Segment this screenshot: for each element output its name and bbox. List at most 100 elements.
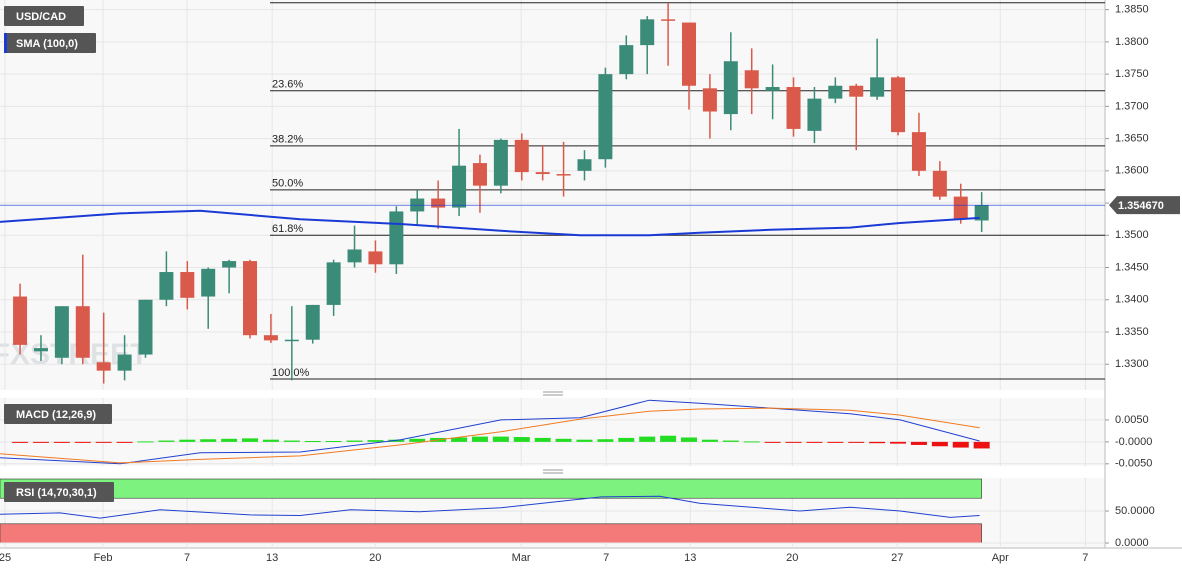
candle-body <box>305 304 320 340</box>
candle-body <box>138 299 153 355</box>
histogram-bar <box>890 441 907 444</box>
candle-body <box>932 170 947 197</box>
histogram-bar <box>806 441 823 443</box>
histogram-bar <box>221 438 238 442</box>
fib-label: 50.0% <box>272 178 303 190</box>
candle-body <box>159 272 174 300</box>
legend-box <box>4 6 84 26</box>
histogram-bar <box>722 440 739 442</box>
candle-body <box>389 211 404 265</box>
y-tick-label: 1.3850 <box>1115 4 1149 16</box>
legend-box <box>4 404 112 424</box>
x-tick-label: 7 <box>603 552 609 564</box>
y-tick-label: 1.3800 <box>1115 36 1149 48</box>
candle-body <box>431 198 446 208</box>
histogram-bar <box>639 436 656 442</box>
candle-body <box>75 306 90 358</box>
candle-body <box>953 196 968 220</box>
y-tick-label: 1.3350 <box>1115 326 1149 338</box>
histogram-bar <box>242 438 259 442</box>
histogram-bar <box>200 439 217 442</box>
candle-body <box>326 262 341 305</box>
y-tick-label: 1.3750 <box>1115 68 1149 80</box>
sma-line <box>0 209 980 237</box>
candle-body <box>243 261 258 336</box>
rsi-line <box>0 495 980 519</box>
candle-body <box>96 362 111 371</box>
histogram-bar <box>95 441 112 443</box>
candle-body <box>786 87 801 129</box>
legend-label: MACD (12,26,9) <box>16 409 96 421</box>
y-tick-label: 1.3400 <box>1115 294 1149 306</box>
histogram-bar <box>743 441 760 443</box>
macd-panel <box>0 398 1105 466</box>
x-tick-label: 20 <box>369 552 381 564</box>
candle-body <box>682 22 697 86</box>
histogram-bar <box>910 441 927 445</box>
candle-body <box>911 132 926 171</box>
fib-label: 61.8% <box>272 223 303 235</box>
candle-body <box>556 174 571 176</box>
panel-handle <box>543 391 563 474</box>
histogram-bar <box>283 440 300 442</box>
candle-body <box>13 296 28 345</box>
candle-body <box>117 354 132 371</box>
histogram-bar <box>179 439 196 442</box>
y-tick-label: 1.3500 <box>1115 229 1149 241</box>
candle-body <box>619 45 634 75</box>
histogram-bar <box>158 440 175 442</box>
fib-label: 23.6% <box>272 79 303 91</box>
candle-body <box>493 139 508 186</box>
candle-body <box>263 335 278 341</box>
candle-body <box>702 88 717 112</box>
histogram-bar <box>869 441 886 444</box>
candle-body <box>577 159 592 171</box>
histogram-bar <box>471 436 488 442</box>
y-tick-label: 1.3700 <box>1115 100 1149 112</box>
x-tick-label: 27 <box>891 552 903 564</box>
x-tick-label: Feb <box>94 552 113 564</box>
candle-body <box>723 61 738 115</box>
last-price-label: 1.354670 <box>1118 200 1164 212</box>
y-tick-label: 1.3300 <box>1115 358 1149 370</box>
histogram-bar <box>848 441 865 443</box>
legend-box <box>4 482 114 502</box>
fib-label: 100.0% <box>272 367 310 379</box>
histogram-bar <box>827 441 844 443</box>
x-tick-label: 13 <box>684 552 696 564</box>
histogram-bar <box>555 438 572 442</box>
y-tick-label: 0.0000 <box>1115 537 1149 549</box>
fib-label: 0.0% <box>272 0 297 3</box>
candle-body <box>807 98 822 131</box>
candle-body <box>514 139 529 173</box>
candle-body <box>222 261 237 268</box>
histogram-bar <box>973 441 990 449</box>
candle-body <box>180 272 195 298</box>
histogram-bar <box>74 441 91 443</box>
y-tick-label: 1.3600 <box>1115 165 1149 177</box>
histogram-bar <box>32 441 49 443</box>
histogram-bar <box>660 435 677 442</box>
candle-body <box>870 77 885 97</box>
histogram-bar <box>116 441 133 443</box>
candle-body <box>828 85 843 99</box>
histogram-bar <box>367 440 384 442</box>
histogram-bar <box>492 436 509 442</box>
histogram-bar <box>764 441 781 443</box>
candle-body <box>201 268 216 297</box>
histogram-bar <box>931 441 948 447</box>
x-tick-label: 13 <box>266 552 278 564</box>
candle-body <box>974 205 989 221</box>
histogram-bar <box>12 441 29 443</box>
x-tick-label: Apr <box>992 552 1009 564</box>
y-tick-label: 1.3650 <box>1115 133 1149 145</box>
x-tick-label: 7 <box>184 552 190 564</box>
histogram-bar <box>952 441 969 448</box>
histogram-bar <box>388 439 405 442</box>
histogram-bar <box>304 440 321 442</box>
main-panel <box>0 0 1105 390</box>
histogram-bar <box>262 439 279 442</box>
candle-body <box>368 251 383 265</box>
candle-body <box>891 77 906 133</box>
